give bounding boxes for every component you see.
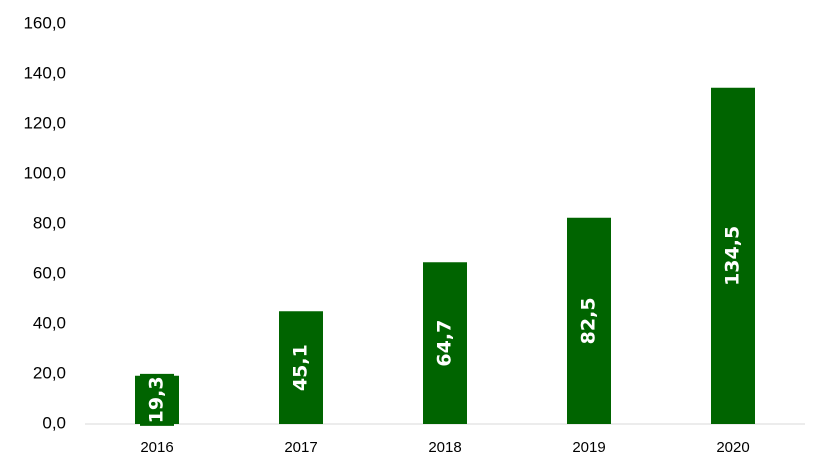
value-label-bg [572,294,606,347]
y-tick-label: 160,0 [23,13,66,32]
value-label-bg [284,341,318,394]
y-tick-label: 120,0 [23,113,66,132]
value-label: 19,3 [146,376,168,423]
y-tick-label: 80,0 [33,213,66,232]
x-tick-label: 2020 [716,439,749,456]
x-tick-label: 2019 [572,439,605,456]
value-label-bg [716,224,750,288]
value-label-bg [140,373,174,426]
x-tick-label: 2018 [428,439,461,456]
value-label: 134,5 [722,226,744,286]
y-tick-label: 0,0 [42,413,66,432]
y-tick-label: 60,0 [33,263,66,282]
value-label-bg [428,317,462,370]
x-tick-label: 2016 [140,439,173,456]
value-label: 64,7 [434,320,456,367]
y-tick-label: 40,0 [33,313,66,332]
y-tick-label: 140,0 [23,63,66,82]
y-tick-label: 20,0 [33,363,66,382]
value-label: 45,1 [290,344,312,391]
value-label: 82,5 [578,297,600,344]
y-tick-label: 100,0 [23,163,66,182]
x-tick-label: 2017 [284,439,317,456]
